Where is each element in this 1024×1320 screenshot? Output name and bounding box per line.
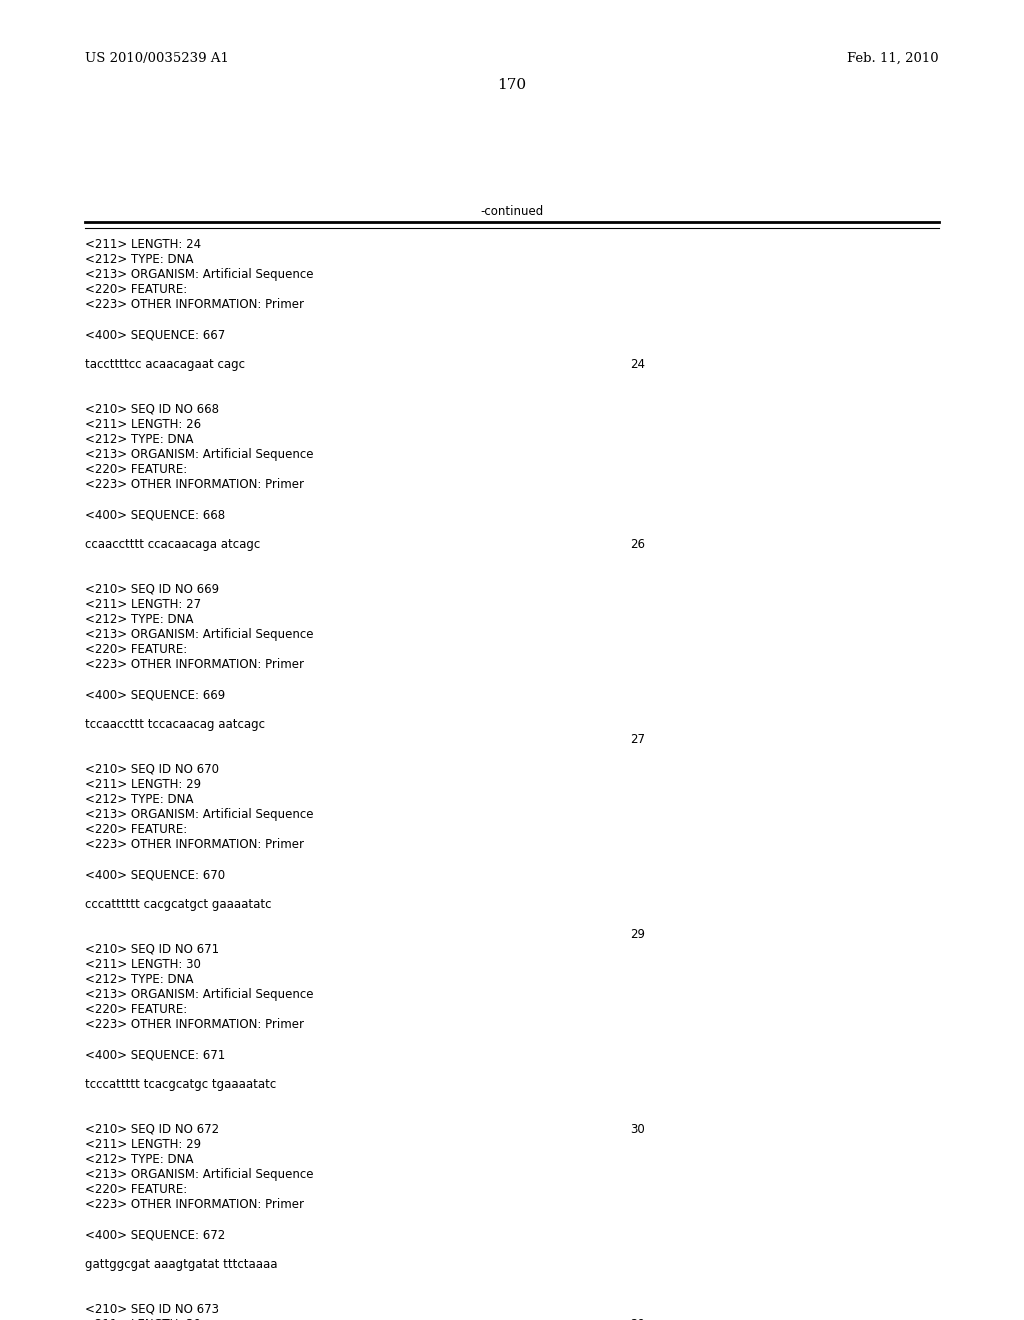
Text: <212> TYPE: DNA: <212> TYPE: DNA [85, 793, 194, 807]
Text: <400> SEQUENCE: 667: <400> SEQUENCE: 667 [85, 327, 225, 341]
Text: <213> ORGANISM: Artificial Sequence: <213> ORGANISM: Artificial Sequence [85, 987, 313, 1001]
Text: <400> SEQUENCE: 671: <400> SEQUENCE: 671 [85, 1048, 225, 1061]
Text: 27: 27 [630, 733, 645, 746]
Text: <220> FEATURE:: <220> FEATURE: [85, 822, 187, 836]
Text: <210> SEQ ID NO 670: <210> SEQ ID NO 670 [85, 763, 219, 776]
Text: <211> LENGTH: 27: <211> LENGTH: 27 [85, 598, 201, 611]
Text: tcccattttt tcacgcatgc tgaaaatatc: tcccattttt tcacgcatgc tgaaaatatc [85, 1078, 276, 1092]
Text: <210> SEQ ID NO 669: <210> SEQ ID NO 669 [85, 583, 219, 597]
Text: <211> LENGTH: 30: <211> LENGTH: 30 [85, 1317, 201, 1320]
Text: <212> TYPE: DNA: <212> TYPE: DNA [85, 1152, 194, 1166]
Text: <212> TYPE: DNA: <212> TYPE: DNA [85, 433, 194, 446]
Text: <210> SEQ ID NO 668: <210> SEQ ID NO 668 [85, 403, 219, 416]
Text: <211> LENGTH: 24: <211> LENGTH: 24 [85, 238, 201, 251]
Text: <400> SEQUENCE: 669: <400> SEQUENCE: 669 [85, 688, 225, 701]
Text: <223> OTHER INFORMATION: Primer: <223> OTHER INFORMATION: Primer [85, 838, 304, 851]
Text: -continued: -continued [480, 205, 544, 218]
Text: <223> OTHER INFORMATION: Primer: <223> OTHER INFORMATION: Primer [85, 298, 304, 312]
Text: US 2010/0035239 A1: US 2010/0035239 A1 [85, 51, 229, 65]
Text: <213> ORGANISM: Artificial Sequence: <213> ORGANISM: Artificial Sequence [85, 628, 313, 642]
Text: 170: 170 [498, 78, 526, 92]
Text: <213> ORGANISM: Artificial Sequence: <213> ORGANISM: Artificial Sequence [85, 447, 313, 461]
Text: <220> FEATURE:: <220> FEATURE: [85, 282, 187, 296]
Text: <223> OTHER INFORMATION: Primer: <223> OTHER INFORMATION: Primer [85, 1018, 304, 1031]
Text: 26: 26 [630, 539, 645, 550]
Text: <210> SEQ ID NO 671: <210> SEQ ID NO 671 [85, 942, 219, 956]
Text: <211> LENGTH: 29: <211> LENGTH: 29 [85, 777, 201, 791]
Text: <223> OTHER INFORMATION: Primer: <223> OTHER INFORMATION: Primer [85, 1199, 304, 1210]
Text: <220> FEATURE:: <220> FEATURE: [85, 1183, 187, 1196]
Text: <220> FEATURE:: <220> FEATURE: [85, 463, 187, 477]
Text: ccaacctttt ccacaacaga atcagc: ccaacctttt ccacaacaga atcagc [85, 539, 260, 550]
Text: taccttttcc acaacagaat cagc: taccttttcc acaacagaat cagc [85, 358, 245, 371]
Text: tccaaccttt tccacaacag aatcagc: tccaaccttt tccacaacag aatcagc [85, 718, 265, 731]
Text: <400> SEQUENCE: 672: <400> SEQUENCE: 672 [85, 1228, 225, 1241]
Text: 24: 24 [630, 358, 645, 371]
Text: 29: 29 [630, 928, 645, 941]
Text: <213> ORGANISM: Artificial Sequence: <213> ORGANISM: Artificial Sequence [85, 808, 313, 821]
Text: <212> TYPE: DNA: <212> TYPE: DNA [85, 973, 194, 986]
Text: <210> SEQ ID NO 673: <210> SEQ ID NO 673 [85, 1303, 219, 1316]
Text: <213> ORGANISM: Artificial Sequence: <213> ORGANISM: Artificial Sequence [85, 1168, 313, 1181]
Text: <211> LENGTH: 30: <211> LENGTH: 30 [85, 958, 201, 972]
Text: <211> LENGTH: 29: <211> LENGTH: 29 [85, 1138, 201, 1151]
Text: <223> OTHER INFORMATION: Primer: <223> OTHER INFORMATION: Primer [85, 657, 304, 671]
Text: <220> FEATURE:: <220> FEATURE: [85, 1003, 187, 1016]
Text: <210> SEQ ID NO 672: <210> SEQ ID NO 672 [85, 1123, 219, 1137]
Text: 30: 30 [630, 1123, 645, 1137]
Text: 29: 29 [630, 1317, 645, 1320]
Text: gattggcgat aaagtgatat tttctaaaa: gattggcgat aaagtgatat tttctaaaa [85, 1258, 278, 1271]
Text: <212> TYPE: DNA: <212> TYPE: DNA [85, 612, 194, 626]
Text: Feb. 11, 2010: Feb. 11, 2010 [848, 51, 939, 65]
Text: <400> SEQUENCE: 670: <400> SEQUENCE: 670 [85, 869, 225, 880]
Text: <212> TYPE: DNA: <212> TYPE: DNA [85, 253, 194, 267]
Text: <211> LENGTH: 26: <211> LENGTH: 26 [85, 418, 201, 432]
Text: <223> OTHER INFORMATION: Primer: <223> OTHER INFORMATION: Primer [85, 478, 304, 491]
Text: <400> SEQUENCE: 668: <400> SEQUENCE: 668 [85, 508, 225, 521]
Text: cccatttttt cacgcatgct gaaaatatc: cccatttttt cacgcatgct gaaaatatc [85, 898, 271, 911]
Text: <213> ORGANISM: Artificial Sequence: <213> ORGANISM: Artificial Sequence [85, 268, 313, 281]
Text: <220> FEATURE:: <220> FEATURE: [85, 643, 187, 656]
